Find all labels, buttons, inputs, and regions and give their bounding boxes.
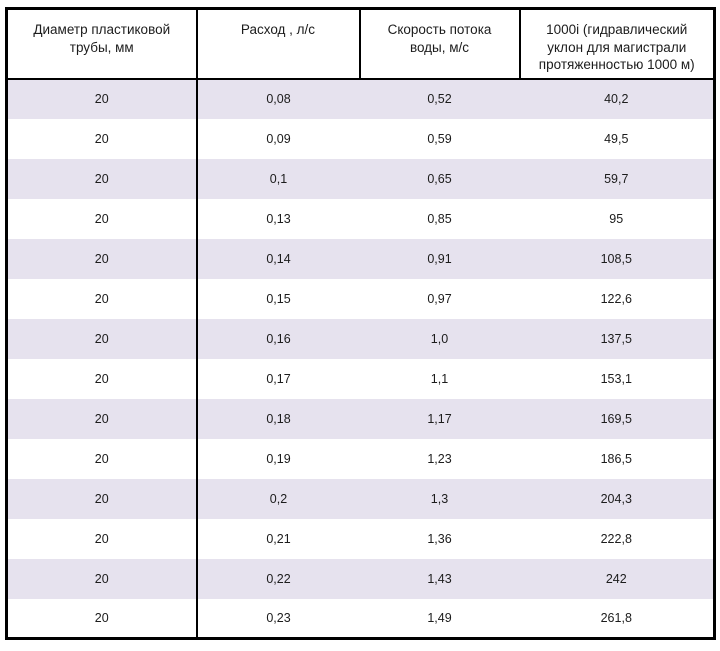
table-cell: 204,3 [519,478,715,519]
table-cell: 0,65 [359,158,520,199]
table-cell: 20 [6,118,198,159]
table-row: 20 0,16 1,0 137,5 [6,318,715,359]
table-row: 20 0,21 1,36 222,8 [6,518,715,559]
table-cell: 108,5 [519,238,715,279]
column-header-hydraulic-slope: 1000i (гидравлический уклон для магистра… [518,7,716,80]
hydraulic-table: Диаметр пластиковой трубы, мм Расход , л… [5,7,716,641]
table-cell: 1,23 [427,451,452,466]
column-header-flow-rate: Расход , л/с [195,7,361,80]
table-header-row: Диаметр пластиковой трубы, мм Расход , л… [5,7,716,80]
table-body: 20 0,08 0,52 40,2 20 0,09 0,59 49,5 20 0,1 0,65 59,… [6,78,715,639]
table-cell: 40,2 [519,78,715,119]
table-cell: 0,08 [196,78,360,119]
table-cell: 0,23 [266,610,291,625]
table-row: 20 0,14 0,91 108,5 [6,238,715,279]
table-cell: 20 [6,438,198,479]
table-cell: 0,15 [266,291,291,306]
table-row: 20 0,22 1,43 242 [6,558,715,599]
table-cell: 20 [6,518,198,559]
table-cell: 1,49 [427,610,452,625]
table-cell: 20 [6,278,198,319]
table-cell: 1,3 [359,478,520,519]
table-cell: 1,1 [430,371,449,386]
table-cell: 20 [6,558,198,599]
table-cell: 20 [6,78,198,119]
table-cell: 20 [6,238,198,279]
table-cell: 0,91 [359,238,520,279]
table-row: 20 0,1 0,65 59,7 [6,158,715,199]
table-cell: 1,0 [359,318,520,359]
table-cell: 186,5 [600,451,632,466]
table-cell: 1,17 [359,398,520,439]
table-cell: 0,09 [266,131,291,146]
table-cell: 20 [6,158,198,199]
table-cell: 0,52 [359,78,520,119]
table-cell: 49,5 [604,131,629,146]
table-cell: 0,18 [196,398,360,439]
table-cell: 59,7 [519,158,715,199]
table-cell: 20 [6,318,198,359]
table-row: 20 0,19 1,23 186,5 [6,438,715,479]
table-cell: 20 [6,358,198,399]
table-cell: 20 [6,598,198,639]
table-row: 20 0,09 0,59 49,5 [6,118,715,159]
table-row: 20 0,13 0,85 95 [6,198,715,239]
column-header-water-velocity: Скорость потока воды, м/с [358,7,521,80]
table-cell: 122,6 [600,291,632,306]
table-cell: 0,85 [427,211,452,226]
table-cell: 261,8 [600,610,632,625]
table-cell: 153,1 [600,371,632,386]
table-cell: 20 [6,398,198,439]
table-row: 20 0,08 0,52 40,2 [6,78,715,119]
table-cell: 20 [6,198,198,239]
table-cell: 137,5 [519,318,715,359]
table-row: 20 0,17 1,1 153,1 [6,358,715,399]
table-cell: 1,36 [427,531,452,546]
table-cell: 0,14 [196,238,360,279]
table-row: 20 0,2 1,3 204,3 [6,478,715,519]
table-cell: 95 [609,211,624,226]
table-cell: 0,16 [196,318,360,359]
table-cell: 20 [6,478,198,519]
table-cell: 0,1 [196,158,360,199]
table-row: 20 0,23 1,49 261,8 [6,598,715,639]
table-cell: 0,13 [266,211,291,226]
table-row: 20 0,15 0,97 122,6 [6,278,715,319]
table-cell: 169,5 [519,398,715,439]
table-cell: 0,21 [266,531,291,546]
table-cell: 242 [519,558,715,599]
column-header-pipe-diameter: Диаметр пластиковой трубы, мм [5,7,198,80]
table-cell: 222,8 [600,531,632,546]
table-cell: 0,2 [196,478,360,519]
table-cell: 0,59 [427,131,452,146]
table-cell: 1,43 [359,558,520,599]
table-header: Диаметр пластиковой трубы, мм Расход , л… [5,7,716,80]
table-row: 20 0,18 1,17 169,5 [6,398,715,439]
table-cell: 0,17 [266,371,291,386]
table-cell: 0,22 [196,558,360,599]
table-cell: 0,19 [266,451,291,466]
table-cell: 0,97 [427,291,452,306]
